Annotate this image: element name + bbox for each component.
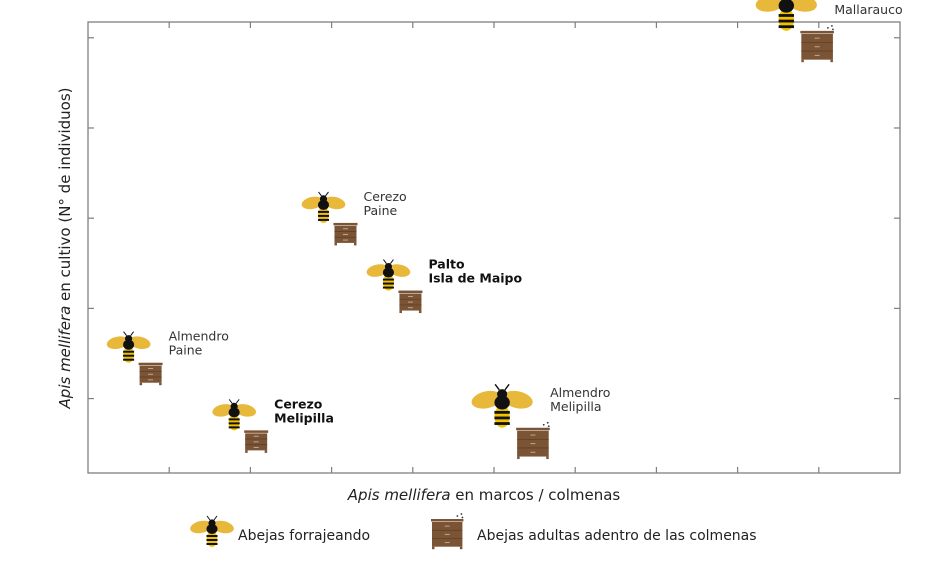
point-label-line2: Melipilla	[550, 399, 601, 414]
bee-icon	[471, 383, 533, 428]
point-label-line1: Palto	[834, 0, 865, 3]
point-label-line2: Paine	[363, 203, 397, 218]
point-label-line2: Isla de Maipo	[428, 271, 522, 286]
legend-beehive-icon	[431, 513, 464, 550]
beehive-icon	[138, 362, 163, 386]
bee-icon	[301, 191, 346, 223]
point-label-line1: Almendro	[550, 385, 610, 400]
data-point-5: PaltoMallarauco	[755, 0, 903, 63]
legend: Abejas forrajeando Abejas adultas adentr…	[190, 513, 757, 550]
beehive-icon	[800, 24, 834, 63]
point-label-line1: Palto	[428, 257, 465, 272]
beehive-icon	[244, 430, 269, 453]
legend-label-bees: Abejas forrajeando	[238, 528, 370, 544]
beehive-icon	[398, 290, 423, 314]
point-label-line1: Cerezo	[363, 189, 406, 204]
x-axis-label: Apis mellifera en marcos / colmenas	[347, 486, 621, 504]
point-label-line2: Mallarauco	[834, 2, 902, 17]
x-axis-ticks	[168, 22, 820, 473]
bee-icon	[190, 515, 234, 547]
bee-icon	[366, 259, 411, 291]
beehive-icon	[431, 513, 464, 550]
legend-label-hives: Abejas adultas adentro de las colmenas	[477, 528, 757, 544]
y-axis-label: Apis mellifera en cultivo (N° de individ…	[56, 88, 74, 410]
beehive-icon	[516, 421, 550, 460]
point-label-line2: Melipilla	[274, 410, 334, 425]
point-label-line1: Almendro	[169, 329, 229, 344]
point-label-line2: Paine	[169, 343, 203, 358]
bee-icon	[106, 331, 151, 363]
point-label-line1: Cerezo	[274, 396, 323, 411]
beehive-icon	[333, 222, 358, 246]
legend-bee-icon	[190, 515, 234, 547]
data-points: AlmendroPaineCerezoMelipillaCerezoPaineP…	[106, 0, 903, 460]
bee-icon	[212, 399, 256, 431]
bee-icon	[755, 0, 817, 31]
y-axis-ticks	[88, 37, 900, 400]
